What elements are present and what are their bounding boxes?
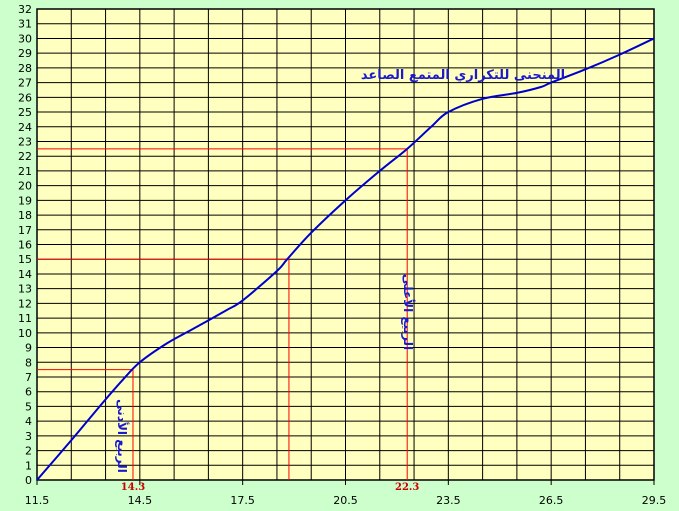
y-tick-label: 8 [25,356,32,369]
x-tick-label: 14.5 [128,494,153,507]
y-tick-label: 12 [18,297,32,310]
marker-labels: 14.3 22.3 [121,482,420,493]
curve-label: المنحنى للتكراري المتمع الصاعد [361,68,565,83]
y-tick-label: 23 [18,135,32,148]
y-tick-label: 14 [18,268,32,281]
y-tick-label: 11 [18,312,32,325]
x-tick-label: 11.5 [25,494,50,507]
y-tick-label: 32 [18,3,32,16]
marker-label: 22.3 [395,482,419,493]
y-tick-label: 6 [25,386,32,399]
x-tick-label: 23.5 [436,494,461,507]
y-tick-label: 15 [18,253,32,266]
y-tick-label: 16 [18,239,32,252]
y-tick-label: 0 [25,474,32,487]
y-tick-label: 19 [18,194,32,207]
y-tick-label: 25 [18,106,32,119]
y-axis-ticks: 0123456789101112131415161718192021222324… [18,3,32,487]
series-line [36,37,655,481]
y-tick-label: 17 [18,224,32,237]
y-tick-label: 27 [18,77,32,90]
series-layer [36,37,655,481]
y-tick-label: 29 [18,47,32,60]
upper-quartile-label: الربيع الأعلى [401,274,416,350]
x-tick-label: 17.5 [230,494,255,507]
y-tick-label: 31 [18,18,32,31]
reference-lines [37,148,408,480]
marker-label: 14.3 [121,482,145,493]
y-tick-label: 30 [18,32,32,45]
y-tick-label: 7 [25,371,32,384]
y-tick-label: 20 [18,180,32,193]
x-tick-label: 20.5 [333,494,358,507]
x-axis-ticks: 11.5 14.5 17.5 20.5 23.5 26.5 29.5 [25,480,667,507]
y-tick-label: 3 [25,430,32,443]
x-tick-label: 26.5 [539,494,564,507]
y-tick-label: 9 [25,342,32,355]
y-tick-label: 24 [18,121,32,134]
y-tick-label: 13 [18,283,32,296]
y-tick-label: 26 [18,91,32,104]
y-tick-label: 18 [18,209,32,222]
y-tick-label: 28 [18,62,32,75]
y-tick-label: 10 [18,327,32,340]
y-tick-label: 1 [25,459,32,472]
y-tick-label: 5 [25,400,32,413]
lower-quartile-label: الربيع الأدنى [115,399,130,473]
y-tick-label: 22 [18,150,32,163]
y-tick-label: 21 [18,165,32,178]
y-tick-label: 2 [25,445,32,458]
x-tick-label: 29.5 [642,494,667,507]
y-tick-label: 4 [25,415,32,428]
